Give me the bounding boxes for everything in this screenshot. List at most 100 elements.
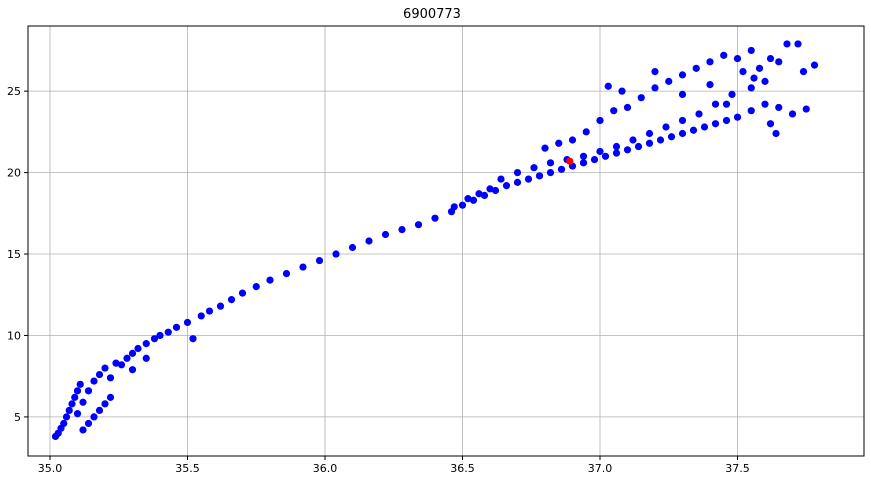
y-axis: 5 10 15 20 25 xyxy=(7,85,28,424)
data-point xyxy=(783,40,791,48)
data-point xyxy=(79,398,87,406)
data-point xyxy=(706,81,714,89)
x-tick-label: 35.5 xyxy=(175,462,200,475)
data-point xyxy=(651,84,659,92)
data-point xyxy=(618,87,626,95)
y-tick-label: 10 xyxy=(7,329,21,342)
data-point xyxy=(711,120,720,128)
data-point xyxy=(802,105,810,113)
data-point xyxy=(761,100,769,108)
data-point xyxy=(90,377,98,385)
data-point xyxy=(601,152,610,160)
data-point xyxy=(794,40,802,48)
data-point xyxy=(431,214,439,222)
data-point xyxy=(568,136,577,144)
data-point xyxy=(665,77,673,85)
data-point xyxy=(530,164,538,172)
data-point xyxy=(84,419,93,428)
data-point xyxy=(788,110,797,118)
plot-frame xyxy=(27,25,865,457)
data-point xyxy=(555,139,563,147)
data-point xyxy=(678,71,687,79)
chart-title: 6900773 xyxy=(403,7,461,22)
data-point xyxy=(164,328,172,336)
data-point xyxy=(128,349,137,357)
data-point xyxy=(689,126,698,134)
data-point xyxy=(95,370,104,379)
data-point xyxy=(535,172,544,180)
data-point xyxy=(678,116,687,125)
data-point xyxy=(623,103,632,112)
data-point xyxy=(172,323,181,331)
data-point xyxy=(582,128,590,136)
data-point xyxy=(497,175,505,183)
data-point xyxy=(315,256,324,265)
data-point xyxy=(722,100,731,108)
data-point xyxy=(722,116,731,125)
data-point xyxy=(458,201,467,209)
data-point xyxy=(524,175,533,183)
data-point xyxy=(728,90,736,99)
data-point xyxy=(557,165,566,173)
data-point xyxy=(142,340,150,348)
data-point xyxy=(706,58,714,66)
data-point xyxy=(772,129,780,138)
data-point xyxy=(475,190,483,198)
y-tick-label: 25 xyxy=(7,85,21,98)
data-point xyxy=(651,68,659,76)
data-point xyxy=(546,159,555,167)
data-point xyxy=(480,191,489,199)
data-point xyxy=(623,146,632,154)
data-point xyxy=(76,380,84,388)
data-point xyxy=(252,283,260,291)
data-point xyxy=(365,237,373,245)
data-point xyxy=(755,64,764,72)
data-point xyxy=(610,107,618,115)
data-point xyxy=(106,393,115,401)
data-point xyxy=(348,243,357,252)
data-point xyxy=(491,186,500,195)
data-point xyxy=(95,406,104,414)
data-point xyxy=(733,54,742,63)
data-point xyxy=(101,400,109,408)
data-point xyxy=(142,354,150,362)
data-point xyxy=(73,387,82,395)
data-point xyxy=(117,361,126,369)
data-point xyxy=(750,74,758,82)
grid xyxy=(28,26,864,456)
data-point xyxy=(766,120,775,128)
data-point xyxy=(216,302,225,310)
data-point xyxy=(761,77,769,85)
data-point xyxy=(282,269,291,278)
data-point xyxy=(299,263,307,271)
data-point xyxy=(134,344,142,353)
data-point xyxy=(739,68,747,76)
data-point xyxy=(766,54,775,63)
data-point xyxy=(612,142,621,151)
x-tick-label: 36.0 xyxy=(313,462,338,475)
data-point xyxy=(60,419,68,428)
data-point xyxy=(238,289,247,297)
y-tick-label: 15 xyxy=(7,248,21,261)
data-point xyxy=(197,312,205,320)
data-point xyxy=(775,103,783,112)
data-point xyxy=(645,129,654,138)
data-point xyxy=(637,94,645,102)
data-point xyxy=(90,413,98,421)
data-point xyxy=(101,364,109,372)
data-point xyxy=(150,335,159,343)
data-point xyxy=(810,61,819,69)
data-point xyxy=(381,230,390,239)
data-point xyxy=(62,413,71,421)
data-point xyxy=(678,90,687,99)
data-point xyxy=(645,139,654,147)
data-point xyxy=(205,307,214,315)
x-tick-label: 35.0 xyxy=(38,462,63,475)
data-point xyxy=(656,136,665,144)
data-point xyxy=(73,410,82,418)
data-point xyxy=(604,82,612,90)
data-point xyxy=(733,113,742,121)
data-point xyxy=(747,46,755,55)
data-point xyxy=(65,406,73,414)
